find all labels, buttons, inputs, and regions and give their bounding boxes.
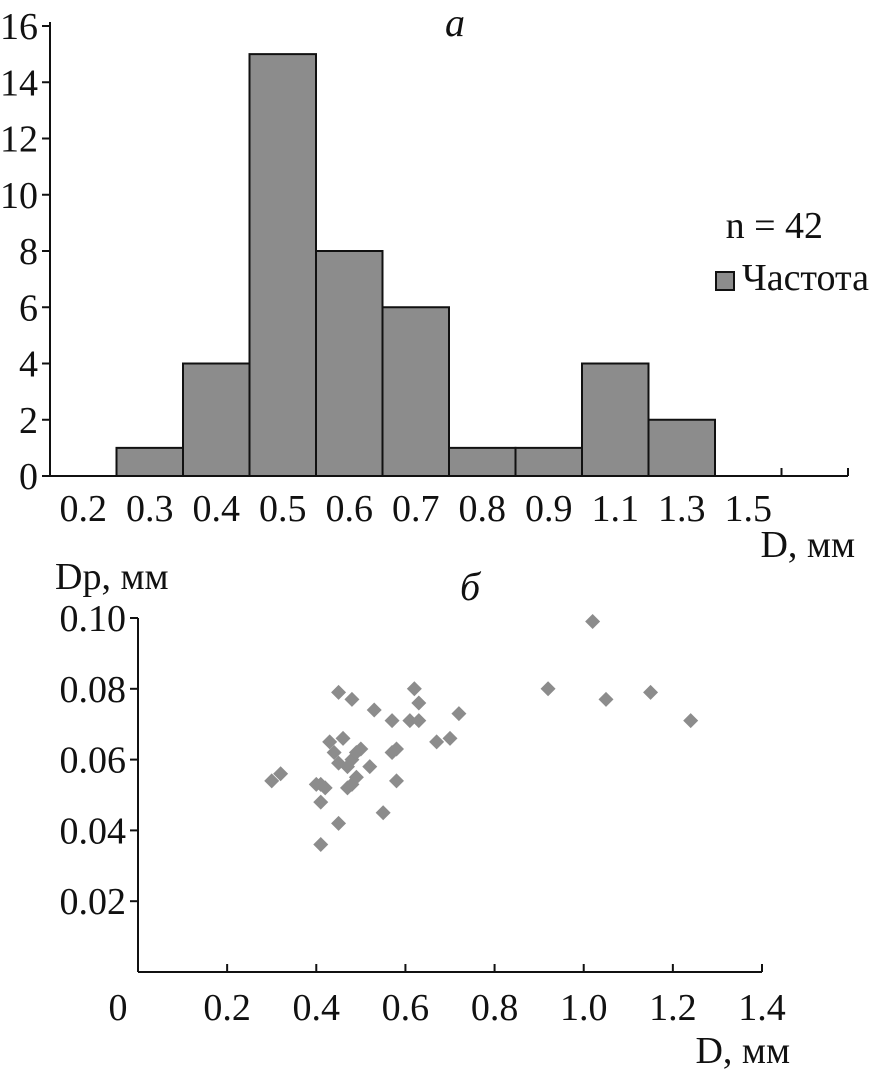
scatter-point <box>335 730 351 746</box>
scatter-y-axis-label: Dp, мм <box>55 556 169 598</box>
scatter-y-tick-label: 0.06 <box>60 740 127 782</box>
histogram-x-tick-label: 0.2 <box>60 488 108 530</box>
scatter-point <box>429 734 445 750</box>
histogram-bar <box>448 446 517 477</box>
legend-label: Частота <box>742 257 869 299</box>
scatter-x-tick-label: 0.2 <box>203 987 251 1029</box>
scatter-point <box>540 681 556 697</box>
scatter-point <box>344 691 360 707</box>
scatter-point <box>362 759 378 775</box>
scatter-point <box>389 773 405 789</box>
histogram-bar <box>647 418 716 477</box>
histogram-x-tick-label: 0.7 <box>392 488 440 530</box>
histogram-bar <box>581 362 650 477</box>
scatter-point <box>442 730 458 746</box>
histogram-x-tick-label: 0.5 <box>259 488 307 530</box>
legend-swatch <box>715 271 735 291</box>
scatter-point <box>643 684 659 700</box>
scatter-point <box>331 684 347 700</box>
histogram-x-axis-label: D, мм <box>760 524 855 566</box>
histogram-x-tick-label: 0.4 <box>193 488 241 530</box>
histogram-y-tick-label: 12 <box>0 119 38 161</box>
scatter-point <box>389 741 405 757</box>
scatter-x-tick-label: 1.4 <box>738 987 786 1029</box>
scatter-x-tick-label: 0 <box>109 987 128 1029</box>
histogram-bar <box>315 250 384 477</box>
scatter-panel-label: б <box>460 564 482 609</box>
histogram-y-tick-label: 14 <box>0 62 38 104</box>
scatter-y-tick-label: 0.08 <box>60 669 127 711</box>
scatter-point <box>683 713 699 729</box>
scatter-x-tick-label: 1.0 <box>560 987 608 1029</box>
scatter-point <box>598 691 614 707</box>
scatter-point <box>331 815 347 831</box>
histogram-bar <box>182 362 251 477</box>
histogram-x-tick-label: 0.9 <box>525 488 573 530</box>
scatter-point <box>402 713 418 729</box>
histogram-y-tick-label: 16 <box>0 6 38 48</box>
scatter-point <box>375 805 391 821</box>
histogram-x-tick-label: 0.3 <box>126 488 174 530</box>
scatter-point <box>585 614 601 630</box>
scatter-point <box>317 780 333 796</box>
histogram-x-tick-label: 0.6 <box>326 488 374 530</box>
histogram-x-tick-label: 1.5 <box>725 488 773 530</box>
histogram-y-tick-label: 4 <box>19 344 38 386</box>
scatter-point <box>348 769 364 785</box>
scatter-x-tick-label: 1.2 <box>649 987 697 1029</box>
scatter-point <box>313 794 329 810</box>
histogram-bar <box>248 53 317 477</box>
histogram-x-tick-label: 0.8 <box>459 488 507 530</box>
scatter-y-tick-label: 0.10 <box>60 598 127 640</box>
histogram-bar <box>514 446 583 477</box>
scatter-chart: Dp, мм б 0.02 0.04 0.06 0.08 0.10 0 0.2 0.4 0.6… <box>55 556 790 1072</box>
scatter-point <box>406 681 422 697</box>
scatter-point <box>411 713 427 729</box>
histogram-x-tick-label: 1.1 <box>592 488 640 530</box>
scatter-x-tick-label: 0.6 <box>382 987 430 1029</box>
histogram-bar <box>381 306 450 477</box>
sample-size-label: n = 42 <box>726 205 823 247</box>
scatter-point <box>366 702 382 718</box>
scatter-point <box>451 706 467 722</box>
scatter-y-tick-label: 0.04 <box>60 810 127 852</box>
scatter-point <box>384 713 400 729</box>
scatter-point <box>326 745 342 761</box>
scatter-point <box>353 741 369 757</box>
scatter-x-tick-label: 0.4 <box>293 987 341 1029</box>
scatter-x-tick-label: 0.8 <box>471 987 519 1029</box>
histogram-bar <box>115 446 184 477</box>
scatter-point <box>273 766 289 782</box>
histogram-panel-label: a <box>445 0 465 45</box>
histogram-y-tick-label: 10 <box>0 175 38 217</box>
histogram-x-tick-label: 1.3 <box>658 488 706 530</box>
scatter-point <box>322 734 338 750</box>
histogram-y-tick-label: 0 <box>19 456 38 498</box>
histogram-y-tick-label: 6 <box>19 287 38 329</box>
histogram-y-tick-label: 2 <box>19 400 38 442</box>
scatter-point <box>411 695 427 711</box>
scatter-point <box>264 773 280 789</box>
scatter-y-tick-label: 0.02 <box>60 881 127 923</box>
scatter-point <box>313 837 329 853</box>
histogram-chart: a 0 2 4 6 8 10 12 14 16 0.2 0.3 0.4 0.5 0.6 0.7 0.8 0.9… <box>0 0 869 566</box>
histogram-y-tick-label: 8 <box>19 231 38 273</box>
scatter-x-axis-label: D, мм <box>695 1030 790 1072</box>
